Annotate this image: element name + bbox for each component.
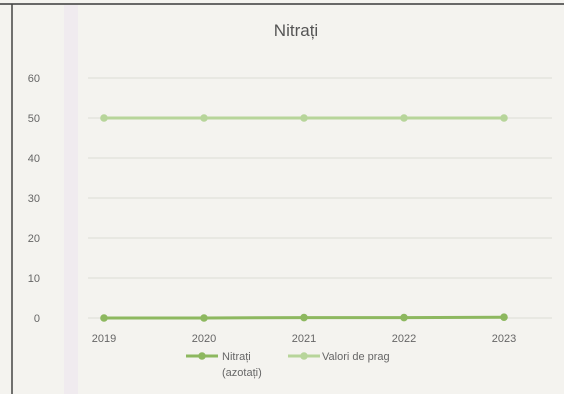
x-tick-label: 2020	[192, 333, 216, 345]
data-point	[200, 114, 208, 122]
legend-label: (azotați)	[222, 367, 262, 379]
y-tick-label: 60	[28, 73, 40, 85]
y-tick-label: 20	[28, 233, 40, 245]
data-point	[400, 313, 408, 322]
y-tick-label: 50	[28, 113, 40, 125]
data-point	[100, 314, 108, 322]
x-tick-label: 2022	[392, 333, 416, 345]
data-point	[300, 114, 308, 122]
data-point	[500, 313, 508, 322]
legend-label: Valori de prag	[322, 351, 390, 363]
x-tick-label: 2019	[92, 333, 116, 345]
data-point	[500, 114, 508, 122]
gridlines	[88, 77, 552, 319]
scan-shadow-strip	[64, 5, 78, 394]
y-tick-label: 40	[28, 153, 40, 165]
chart-title: Nitrați	[274, 21, 318, 40]
x-tick-label: 2023	[492, 333, 516, 345]
y-tick-label: 0	[34, 313, 40, 325]
series-group	[100, 114, 508, 322]
data-point	[300, 313, 308, 322]
y-tick-label: 10	[28, 273, 40, 285]
data-point	[200, 314, 208, 322]
legend: Nitrați (azotați) Valori de prag	[186, 351, 390, 379]
data-point	[100, 114, 108, 122]
data-point	[400, 114, 408, 122]
y-axis-ticks: 0 10 20 30 40 50 60	[28, 73, 40, 325]
legend-swatch-marker	[300, 352, 308, 360]
legend-label: Nitrați	[222, 351, 251, 363]
x-tick-label: 2021	[292, 333, 316, 345]
y-tick-label: 30	[28, 193, 40, 205]
legend-swatch-marker	[198, 352, 206, 360]
x-axis-ticks: 2019 2020 2021 2022 2023	[92, 333, 516, 345]
